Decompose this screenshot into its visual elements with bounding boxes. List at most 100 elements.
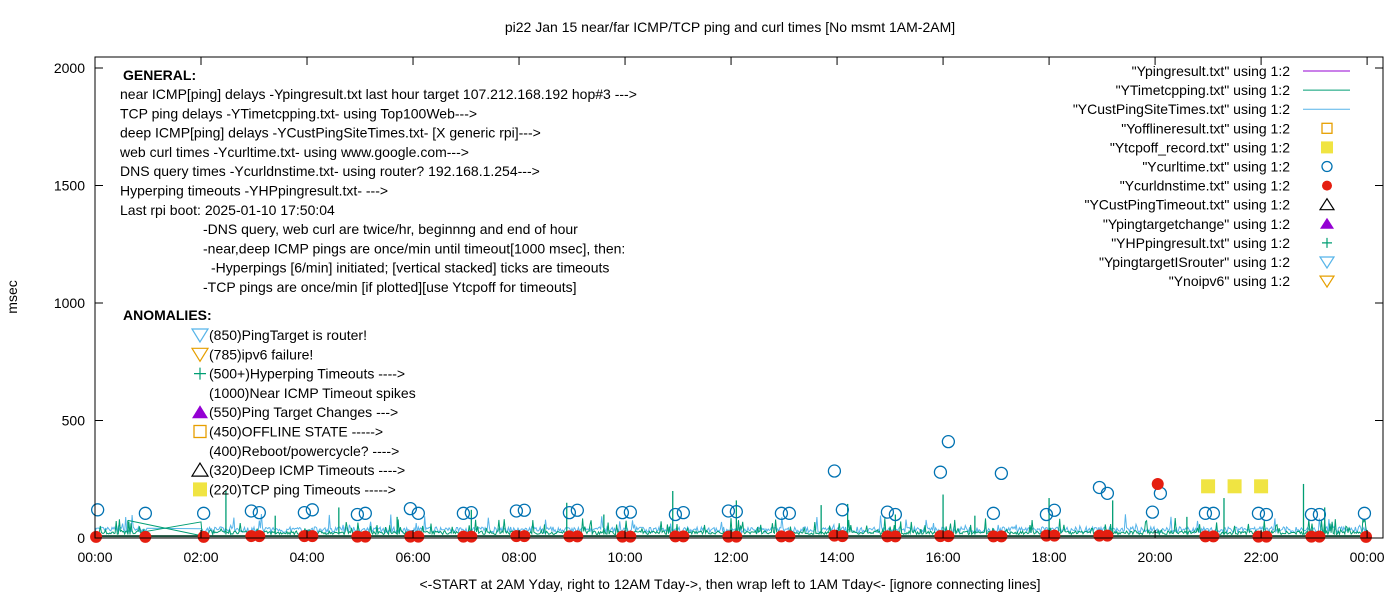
legend-label: "YCustPingTimeout.txt" using 1:2	[1084, 197, 1290, 213]
tcpoff-point	[1227, 479, 1242, 494]
legend-label: "Yofflineresult.txt" using 1:2	[1121, 120, 1290, 136]
curltime-point	[1357, 506, 1372, 520]
curltime-point	[721, 504, 736, 518]
curltime-point	[1092, 480, 1107, 495]
anomaly-marker	[190, 347, 210, 363]
curltime-point	[1251, 506, 1266, 520]
x-tick-label: 16:00	[926, 549, 961, 565]
curltime-point	[244, 504, 259, 518]
legend-label: "YHPpingresult.txt" using 1:2	[1111, 235, 1290, 251]
tcpoff-point	[1201, 479, 1216, 494]
curltime-point	[676, 505, 690, 520]
curltime-point	[623, 505, 637, 519]
note-line: -TCP pings are once/min [if plotted][use…	[203, 279, 577, 295]
anomaly-label: (220)TCP ping Timeouts ----->	[209, 481, 396, 497]
anomaly-label: (850)PingTarget is router!	[209, 327, 367, 343]
curltime-point	[1304, 507, 1319, 522]
curltime-point	[827, 464, 842, 478]
dnstime-point	[995, 530, 1008, 543]
x-tick-label: 06:00	[396, 549, 431, 565]
plot-area: 0 500 1000 1500 2000 00:00 02:00 04:00 06:00 08:0…	[54, 56, 1385, 565]
dnstime-point	[465, 530, 478, 543]
dnstime-point	[90, 530, 103, 543]
legend-marker	[1318, 256, 1336, 270]
note-line: -DNS query, web curl are twice/hr, begin…	[203, 221, 578, 237]
curltime-point	[774, 506, 789, 520]
curltime-point	[880, 505, 895, 519]
legend-label: "YCustPingSiteTimes.txt" using 1:2	[1073, 101, 1290, 117]
legend-label: "Ypingresult.txt" using 1:2	[1132, 63, 1291, 79]
curltime-point	[1198, 506, 1213, 520]
general-line: TCP ping delays -YTimetcpping.txt- using…	[120, 105, 477, 121]
x-tick-label: 08:00	[502, 549, 537, 565]
general-line: Last rpi boot: 2025-01-10 17:50:04	[120, 202, 335, 218]
curltime-point	[1259, 507, 1274, 522]
dnstime-point	[197, 530, 210, 543]
anomaly-marker	[190, 461, 210, 477]
curltime-point	[1100, 486, 1115, 501]
curltime-point	[782, 506, 797, 520]
legend-marker	[1321, 160, 1333, 173]
curltime-point	[197, 506, 211, 520]
anomaly-label: (320)Deep ICMP Timeouts ---->	[209, 462, 405, 478]
curltime-point	[252, 505, 266, 520]
curltime-point	[1312, 507, 1327, 522]
dnstime-point	[1101, 529, 1114, 542]
anomaly-marker	[193, 424, 207, 439]
legend-marker	[1320, 217, 1334, 229]
curltime-point	[562, 505, 577, 520]
curltime-point	[835, 503, 850, 517]
curltime-point	[138, 506, 153, 520]
general-line: web curl times -Ycurltime.txt- using www…	[119, 144, 469, 160]
curltime-point	[933, 465, 948, 479]
curltime-point	[1039, 507, 1054, 522]
x-tick-label: 04:00	[289, 549, 324, 565]
x-tick-label: 22:00	[1244, 549, 1279, 565]
y-tick-label: 500	[62, 413, 86, 429]
curltime-point	[668, 507, 683, 522]
curltime-point	[456, 506, 471, 520]
dnstime-point	[624, 530, 637, 543]
curltime-point	[941, 434, 956, 449]
curltime-point	[350, 507, 365, 522]
curltime-point	[464, 505, 478, 520]
curltime-point	[994, 466, 1009, 481]
dnstime-point	[518, 530, 531, 543]
note-line: -Hyperpings [6/min] initiated; [vertical…	[211, 260, 609, 276]
x-tick-label: 00:00	[1350, 549, 1385, 565]
curltime-point	[570, 503, 584, 517]
dnstime-point	[1313, 530, 1326, 543]
tcpping-series-line	[94, 517, 1368, 537]
legend-marker	[1318, 197, 1336, 211]
dnstime-point	[1048, 529, 1061, 542]
legend-label: "YpingtargetISrouter" using 1:2	[1099, 254, 1290, 270]
x-tick-label: 20:00	[1138, 549, 1173, 565]
dnstime-point	[836, 530, 849, 543]
plot-frame	[94, 56, 1384, 539]
dnstime-point	[139, 530, 152, 543]
curltime-point	[615, 505, 630, 520]
general-header: GENERAL:	[123, 67, 196, 83]
general-line: near ICMP[ping] delays -Ypingresult.txt …	[120, 86, 637, 102]
curltime-point	[1047, 503, 1062, 517]
curltime-point	[403, 501, 418, 516]
legend-label: "Ycurldnstime.txt" using 1:2	[1120, 178, 1290, 194]
x-tick-label: 14:00	[820, 549, 855, 565]
general-line: deep ICMP[ping] delays -YCustPingSiteTim…	[120, 125, 541, 141]
legend-label: "YTimetcpping.txt" using 1:2	[1116, 82, 1291, 98]
tcpping-connecting-line	[127, 519, 202, 537]
dnstime-point	[783, 530, 796, 543]
dnstime-point	[1207, 530, 1220, 543]
chart-title: pi22 Jan 15 near/far ICMP/TCP ping and c…	[505, 19, 955, 35]
curltime-point	[91, 503, 105, 517]
legend-marker	[1321, 122, 1333, 134]
curltime-point	[358, 506, 372, 520]
curltime-point	[509, 504, 524, 518]
curltime-point	[1206, 506, 1221, 520]
anomaly-marker	[194, 367, 206, 380]
dnstime-point	[889, 530, 902, 543]
legend-marker	[1318, 275, 1336, 289]
curltime-point	[305, 503, 319, 517]
x-tick-label: 10:00	[608, 549, 643, 565]
anomaly-label: (400)Reboot/powercycle? ---->	[209, 443, 399, 459]
